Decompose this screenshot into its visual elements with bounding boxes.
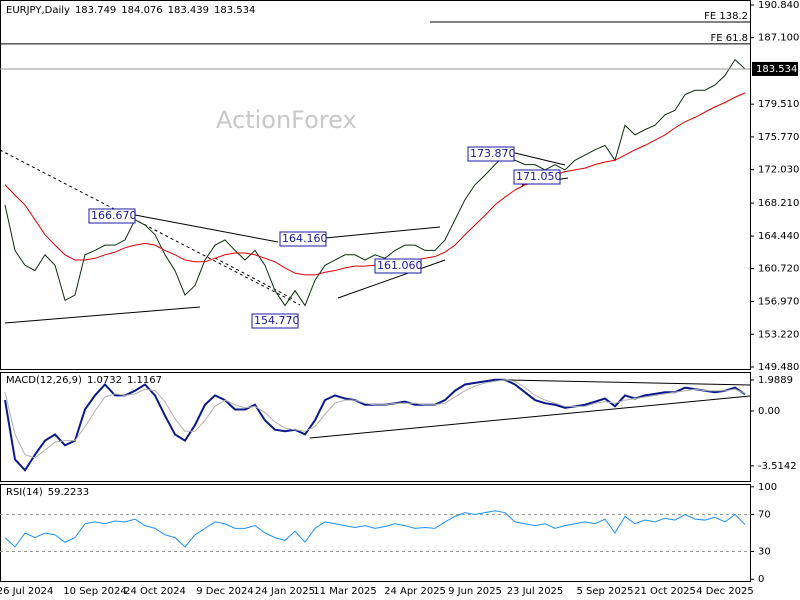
annotation-box bbox=[513, 169, 561, 185]
price-panel bbox=[0, 0, 751, 370]
trendline bbox=[4, 306, 201, 324]
annotation-label: 164.160 bbox=[282, 232, 328, 245]
x-tick-label: 26 Jul 2024 bbox=[0, 586, 53, 597]
trendline bbox=[134, 214, 279, 243]
y-tick-label: 172.030 bbox=[758, 165, 799, 176]
trendline bbox=[324, 226, 441, 239]
y-tick-label: 1.9889 bbox=[758, 375, 793, 386]
annotation-label: 166.670 bbox=[91, 209, 137, 222]
panel-header: RSI(14) 59.2233 bbox=[6, 487, 89, 498]
series-line bbox=[4, 379, 746, 459]
header-value: 1.0732 bbox=[87, 375, 122, 386]
x-tick-label: 24 Jan 2025 bbox=[255, 586, 315, 597]
y-tick-label: -3.5142 bbox=[758, 461, 797, 472]
annotation-box bbox=[251, 313, 299, 329]
x-tick-label: 24 Apr 2025 bbox=[384, 586, 446, 597]
annotation-label: 171.050 bbox=[516, 170, 562, 183]
panel-title: MACD(12,26,9) bbox=[6, 375, 82, 386]
panel-title: RSI(14) bbox=[6, 487, 43, 498]
trendlines bbox=[0, 149, 751, 439]
trendline bbox=[504, 379, 751, 386]
y-tick-label: 0 bbox=[758, 574, 764, 585]
price-tag-label: 183.534 bbox=[756, 64, 797, 75]
x-tick-label: 9 Jun 2025 bbox=[448, 586, 502, 597]
x-tick-label: 11 Mar 2025 bbox=[313, 586, 376, 597]
y-tick-label: 190.840 bbox=[758, 0, 799, 11]
y-tick-label: 149.480 bbox=[758, 362, 799, 373]
y-tick-label: 156.970 bbox=[758, 296, 799, 307]
header-value: 184.076 bbox=[121, 5, 162, 16]
x-tick-label: 24 Oct 2024 bbox=[124, 586, 186, 597]
x-tick-label: 10 Sep 2024 bbox=[63, 586, 126, 597]
annotation-box bbox=[279, 231, 327, 247]
series-line bbox=[4, 92, 746, 276]
trendline bbox=[514, 152, 566, 166]
y-tick-label: 70 bbox=[758, 510, 771, 521]
header-value: 59.2233 bbox=[48, 487, 89, 498]
watermark: ActionForex bbox=[216, 106, 357, 134]
series-line bbox=[4, 510, 746, 548]
header-value: 183.534 bbox=[214, 5, 255, 16]
header-value: 183.439 bbox=[168, 5, 209, 16]
annotation-box bbox=[374, 258, 422, 274]
y-tick-label: 100 bbox=[758, 482, 777, 493]
x-tick-label: 9 Dec 2024 bbox=[196, 586, 254, 597]
trendline bbox=[214, 257, 296, 301]
trendline bbox=[309, 395, 751, 439]
x-tick-label: 5 Sep 2025 bbox=[576, 586, 633, 597]
y-tick-label: 164.440 bbox=[758, 231, 799, 242]
x-tick-label: 23 Jul 2025 bbox=[507, 586, 564, 597]
macd-panel bbox=[0, 372, 751, 482]
trendline bbox=[0, 149, 301, 306]
panel-header: EURJPY,Daily 183.749 184.076 183.439 183.534 bbox=[6, 5, 255, 16]
y-tick-label: 30 bbox=[758, 546, 771, 557]
annotation-box bbox=[88, 208, 136, 224]
fe-label: FE 61.8 bbox=[710, 33, 748, 44]
fe-label: FE 138.2 bbox=[704, 11, 748, 22]
y-tick-label: 153.220 bbox=[758, 329, 799, 340]
header-value: 183.749 bbox=[75, 5, 116, 16]
y-tick-label: 168.210 bbox=[758, 198, 799, 209]
x-tick-label: 4 Dec 2025 bbox=[696, 586, 754, 597]
y-tick-label: 0.00 bbox=[758, 406, 780, 417]
annotation-label: 173.870 bbox=[470, 147, 516, 160]
panel-header: MACD(12,26,9) 1.0732 1.1167 bbox=[6, 375, 162, 386]
series-line bbox=[4, 58, 746, 307]
x-tick-label: 21 Oct 2025 bbox=[634, 586, 696, 597]
y-tick-label: 175.770 bbox=[758, 132, 799, 143]
annotation-label: 161.060 bbox=[377, 259, 423, 272]
trendline bbox=[337, 259, 446, 299]
y-tick-label: 187.100 bbox=[758, 33, 799, 44]
panel-title: EURJPY,Daily bbox=[6, 5, 70, 16]
annotation-label: 154.770 bbox=[254, 314, 300, 327]
annotation-box bbox=[467, 146, 515, 162]
header-value: 1.1167 bbox=[127, 375, 162, 386]
price-tag bbox=[752, 61, 798, 76]
y-tick-label: 179.510 bbox=[758, 99, 799, 110]
series-line bbox=[4, 378, 746, 472]
rsi-panel bbox=[0, 484, 751, 582]
y-tick-label: 160.720 bbox=[758, 264, 799, 275]
